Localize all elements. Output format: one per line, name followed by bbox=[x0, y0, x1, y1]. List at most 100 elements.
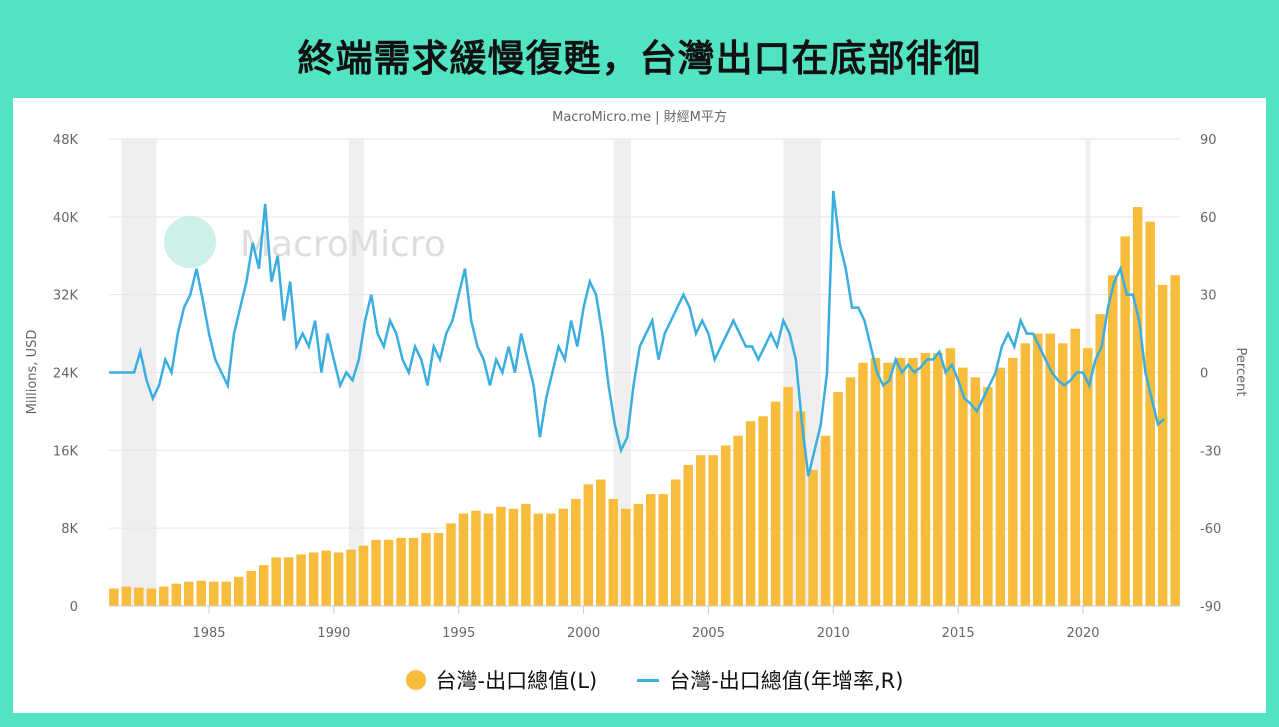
bar bbox=[458, 513, 469, 606]
bar bbox=[371, 539, 381, 606]
x-tick-label: 1995 bbox=[442, 626, 475, 641]
bar bbox=[608, 498, 619, 606]
bar bbox=[1058, 343, 1068, 606]
bar bbox=[820, 435, 831, 606]
bar bbox=[783, 387, 793, 606]
bar bbox=[720, 445, 731, 606]
bar bbox=[171, 583, 182, 606]
bar bbox=[695, 455, 706, 606]
x-tick-label: 2005 bbox=[692, 626, 725, 641]
bar bbox=[858, 362, 868, 606]
x-tick-label: 2010 bbox=[817, 626, 850, 641]
bar bbox=[1033, 333, 1043, 606]
bar bbox=[1008, 357, 1018, 606]
bar bbox=[533, 513, 544, 606]
legend-line-label[interactable]: 台灣-出口總值(年增率,R) bbox=[669, 669, 904, 693]
y-right-tick-label: 60 bbox=[1200, 211, 1217, 226]
legend-bar-marker-icon[interactable] bbox=[405, 670, 426, 690]
bar bbox=[895, 357, 906, 606]
y-right-tick-label: 0 bbox=[1200, 367, 1208, 382]
y-left-tick-label: 24K bbox=[53, 367, 79, 382]
bar bbox=[646, 494, 656, 606]
bar bbox=[920, 353, 931, 606]
bar bbox=[346, 549, 356, 606]
bar bbox=[433, 533, 444, 606]
bar bbox=[308, 552, 319, 606]
bar bbox=[633, 503, 643, 606]
bar bbox=[583, 484, 594, 606]
bar bbox=[221, 581, 231, 606]
bar bbox=[733, 435, 743, 606]
y-right-tick-label: 90 bbox=[1200, 133, 1217, 148]
series-line bbox=[109, 190, 1165, 477]
bar bbox=[1045, 333, 1056, 606]
bar bbox=[708, 455, 718, 606]
bar bbox=[121, 586, 132, 606]
watermark-logo-icon bbox=[164, 216, 216, 268]
x-tick-label: 2015 bbox=[942, 626, 975, 641]
bar bbox=[146, 588, 157, 606]
x-tick-label: 2020 bbox=[1066, 626, 1099, 641]
bar bbox=[1095, 314, 1105, 606]
y-left-tick-label: 16K bbox=[53, 444, 79, 459]
bar bbox=[134, 587, 144, 606]
legend-line-marker-icon[interactable] bbox=[637, 678, 660, 682]
bar bbox=[1170, 275, 1180, 606]
bar bbox=[745, 421, 756, 606]
bar bbox=[333, 552, 344, 606]
bar bbox=[983, 387, 993, 606]
bar bbox=[1070, 328, 1080, 606]
bar bbox=[159, 586, 169, 606]
bar bbox=[770, 401, 781, 606]
bar bbox=[196, 580, 206, 606]
bar bbox=[995, 367, 1006, 606]
watermark: MacroMicro bbox=[240, 224, 446, 265]
bar bbox=[483, 513, 494, 606]
bar bbox=[808, 469, 818, 606]
bar bbox=[1020, 343, 1031, 606]
bar bbox=[1120, 236, 1130, 606]
y-right-tick-label: -60 bbox=[1200, 522, 1221, 537]
bar bbox=[958, 367, 968, 606]
bar bbox=[621, 508, 631, 606]
legend-bar-label[interactable]: 台灣-出口總值(L) bbox=[435, 669, 598, 693]
page-title: 終端需求緩慢復甦，台灣出口在底部徘徊 bbox=[297, 37, 982, 80]
bar bbox=[845, 377, 856, 606]
y-left-tick-label: 40K bbox=[53, 211, 79, 226]
x-tick-label: 1990 bbox=[317, 626, 350, 641]
bar bbox=[546, 513, 556, 606]
bar bbox=[383, 539, 394, 606]
chart-source: MacroMicro.me | 財經M平方 bbox=[552, 110, 727, 125]
bar bbox=[571, 498, 581, 606]
bar bbox=[496, 506, 506, 606]
bar bbox=[321, 550, 331, 606]
chart-panel bbox=[13, 98, 1266, 713]
bar bbox=[446, 523, 456, 606]
bar bbox=[421, 533, 431, 606]
bar bbox=[471, 510, 481, 606]
bar bbox=[283, 557, 294, 606]
bar bbox=[945, 348, 956, 606]
bar bbox=[396, 537, 406, 606]
bar bbox=[670, 479, 681, 606]
y-left-tick-label: 48K bbox=[53, 133, 79, 148]
bar bbox=[758, 416, 768, 606]
x-tick-label: 1985 bbox=[192, 626, 225, 641]
bar bbox=[1157, 284, 1168, 606]
bar bbox=[658, 494, 668, 606]
bar bbox=[408, 537, 419, 606]
bar bbox=[184, 581, 194, 606]
bar bbox=[358, 545, 369, 606]
y-left-tick-label: 8K bbox=[61, 522, 78, 537]
y-right-tick-label: 30 bbox=[1200, 289, 1217, 304]
bar bbox=[596, 479, 606, 606]
y-right-axis-title: Percent bbox=[1233, 348, 1248, 397]
bar bbox=[209, 581, 219, 606]
bar bbox=[683, 464, 693, 606]
bar bbox=[558, 508, 569, 606]
bar bbox=[1132, 207, 1143, 606]
legend: 台灣-出口總值(L) 台灣-出口總值(年增率,R) bbox=[0, 665, 1279, 695]
bar bbox=[296, 554, 306, 606]
y-left-tick-label: 32K bbox=[53, 289, 79, 304]
